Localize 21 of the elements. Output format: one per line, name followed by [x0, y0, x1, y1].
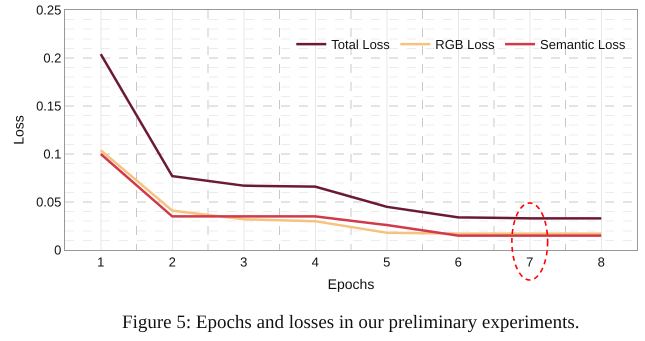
- legend-label: RGB Loss: [435, 37, 496, 52]
- line-series: [100, 52, 602, 220]
- legend-label: Semantic Loss: [540, 37, 626, 52]
- y-tick-label: 0: [54, 242, 62, 258]
- y-tick-label: 0.25: [36, 2, 62, 18]
- y-tick-label: 0.05: [36, 194, 62, 210]
- y-tick-label: 0.15: [36, 98, 62, 114]
- x-axis-title: Epochs: [328, 276, 374, 292]
- y-tick-label: 0.1: [43, 146, 62, 162]
- caption: Figure 5: Epochs and losses in our preliminary experiments.: [122, 312, 580, 333]
- x-tick-label: 2: [168, 254, 176, 270]
- y-tick-label: 0.2: [43, 50, 62, 66]
- legend-label: Total Loss: [331, 37, 390, 52]
- x-tick-label: 1: [97, 254, 104, 270]
- x-tick-label: 5: [383, 254, 390, 270]
- x-tick-label: 3: [240, 254, 248, 270]
- x-tick-label: 8: [598, 254, 605, 270]
- x-tick-label: 7: [526, 254, 534, 270]
- x-tick-label: 4: [312, 254, 319, 270]
- x-tick-label: 6: [454, 254, 462, 270]
- y-axis-title: Loss: [10, 115, 27, 145]
